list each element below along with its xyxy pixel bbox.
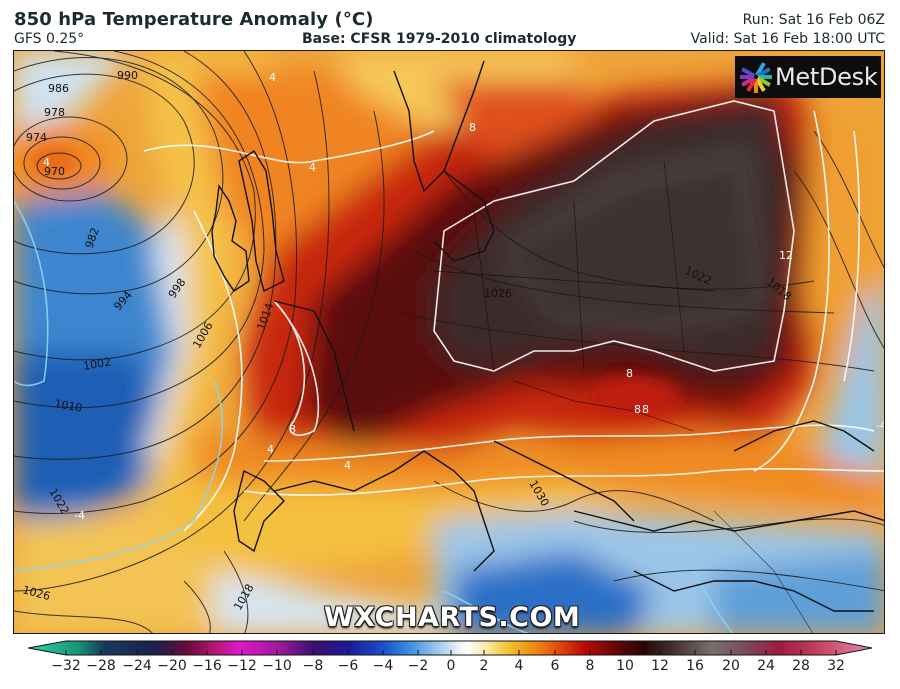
colorbar-tick: 32	[827, 658, 845, 674]
colorbar-tick: 6	[550, 658, 560, 674]
anomaly-label: 4	[309, 161, 316, 174]
colorbar	[28, 640, 872, 656]
isobar-label: 1002	[82, 355, 112, 373]
run-time-label: Run: Sat 16 Feb 06Z	[742, 12, 885, 28]
colorbar-tick: −12	[227, 658, 257, 674]
colorbar-tick: −8	[302, 658, 324, 674]
colorbar-tick: −6	[337, 658, 359, 674]
colorbar-tick: −20	[157, 658, 187, 674]
anomaly-label: 8	[642, 403, 649, 416]
colorbar-tick: 24	[757, 658, 775, 674]
isobar-label: 990	[117, 69, 138, 82]
valid-time-label: Valid: Sat 16 Feb 18:00 UTC	[690, 31, 885, 47]
colorbar-tick: −4	[372, 658, 394, 674]
metdesk-logo: MetDesk	[735, 56, 881, 98]
colorbar-tick: −28	[86, 658, 116, 674]
anomaly-label: 12	[779, 249, 793, 262]
isobar-label: 974	[26, 131, 47, 144]
colorbar-tick: 10	[616, 658, 634, 674]
colorbar-tick: −16	[192, 658, 222, 674]
colorbar-tick: 20	[722, 658, 740, 674]
colorbar-tick: −10	[262, 658, 292, 674]
colorbar-tick: −24	[122, 658, 152, 674]
colorbar-tick: 2	[479, 658, 489, 674]
anomaly-label: 4	[344, 459, 351, 472]
isobar-label: 1010	[53, 397, 83, 415]
anomaly-label: 8	[469, 121, 476, 134]
wxcharts-watermark: WXCHARTS.COM	[324, 602, 581, 633]
isobar-label: 978	[44, 106, 65, 119]
anomaly-contours	[14, 100, 884, 633]
anomaly-map: 990 986 978 974 970 982 994 998 1002 100…	[13, 50, 885, 634]
base-climatology-label: Base: CFSR 1979-2010 climatology	[302, 31, 577, 47]
colorbar-tick-labels: −32 −28 −24 −20 −16 −12 −10 −8 −6 −4 −2 …	[0, 658, 900, 678]
colorbar-tick: 4	[514, 658, 524, 674]
colorbar-tick: −2	[407, 658, 429, 674]
isobar-label: 970	[44, 165, 65, 178]
isobar-label: 1026	[484, 287, 512, 300]
isobar-label: 986	[48, 82, 69, 95]
temperature-anomaly-field: 990 986 978 974 970 982 994 998 1002 100…	[14, 51, 885, 633]
anomaly-label: -4	[74, 509, 85, 522]
colorbar-tick: 28	[792, 658, 810, 674]
anomaly-label: 4	[269, 71, 276, 84]
anomaly-label: 8	[289, 423, 296, 436]
colorbar-tick: 16	[686, 658, 704, 674]
anomaly-label: 4	[43, 156, 50, 169]
colorbar-tick: 12	[651, 658, 669, 674]
coastlines	[211, 60, 884, 612]
metdesk-logo-text: MetDesk	[775, 63, 878, 91]
anomaly-label: -4	[876, 419, 885, 432]
colorbar-tick: 8	[585, 658, 595, 674]
anomaly-label: 8	[626, 367, 633, 380]
metdesk-starburst-icon	[740, 62, 772, 93]
colorbar-tick: 0	[446, 658, 456, 674]
anomaly-label: 4	[267, 443, 274, 456]
isobar-lines	[14, 51, 884, 633]
anomaly-label: 8	[634, 403, 641, 416]
colorbar-tick: −32	[51, 658, 81, 674]
model-label: GFS 0.25°	[14, 31, 85, 47]
chart-title: 850 hPa Temperature Anomaly (°C)	[14, 9, 374, 30]
